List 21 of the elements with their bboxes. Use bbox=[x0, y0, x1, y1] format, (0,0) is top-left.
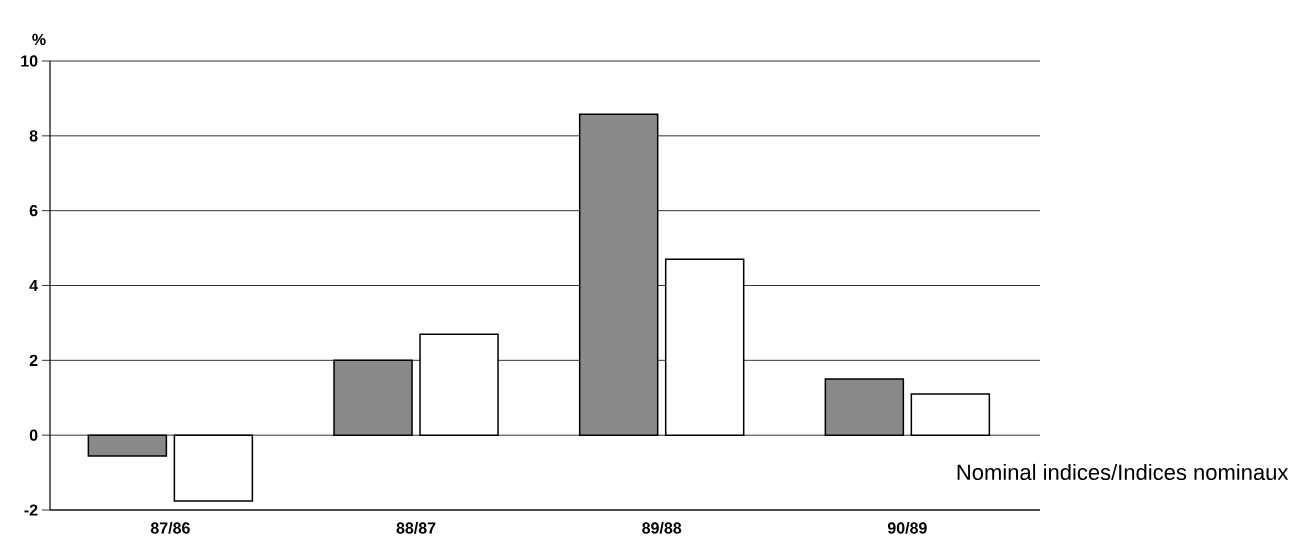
x-tick-label: 88/87 bbox=[396, 521, 436, 534]
x-tick-label: 87/86 bbox=[150, 521, 190, 534]
y-tick-label: -2 bbox=[24, 504, 38, 516]
y-tick-label: 8 bbox=[29, 130, 38, 142]
y-axis-title: % bbox=[32, 33, 46, 46]
x-tick-label: 89/88 bbox=[642, 521, 682, 534]
bar bbox=[664, 258, 745, 436]
y-tick-label: 4 bbox=[29, 279, 38, 291]
bar bbox=[333, 359, 413, 436]
y-tick-label: 10 bbox=[21, 55, 38, 67]
x-tick-label: 90/89 bbox=[887, 521, 927, 534]
bar bbox=[87, 434, 168, 457]
y-tick-label: 0 bbox=[29, 429, 38, 441]
bar bbox=[824, 378, 905, 436]
y-tick-label: 2 bbox=[29, 354, 38, 366]
annotation: Nominal indices/Indices nominaux bbox=[957, 463, 1289, 481]
bar bbox=[910, 393, 991, 436]
y-tick-label: 6 bbox=[29, 205, 38, 217]
bar bbox=[173, 434, 254, 502]
bar bbox=[578, 113, 659, 436]
bar bbox=[419, 333, 499, 436]
